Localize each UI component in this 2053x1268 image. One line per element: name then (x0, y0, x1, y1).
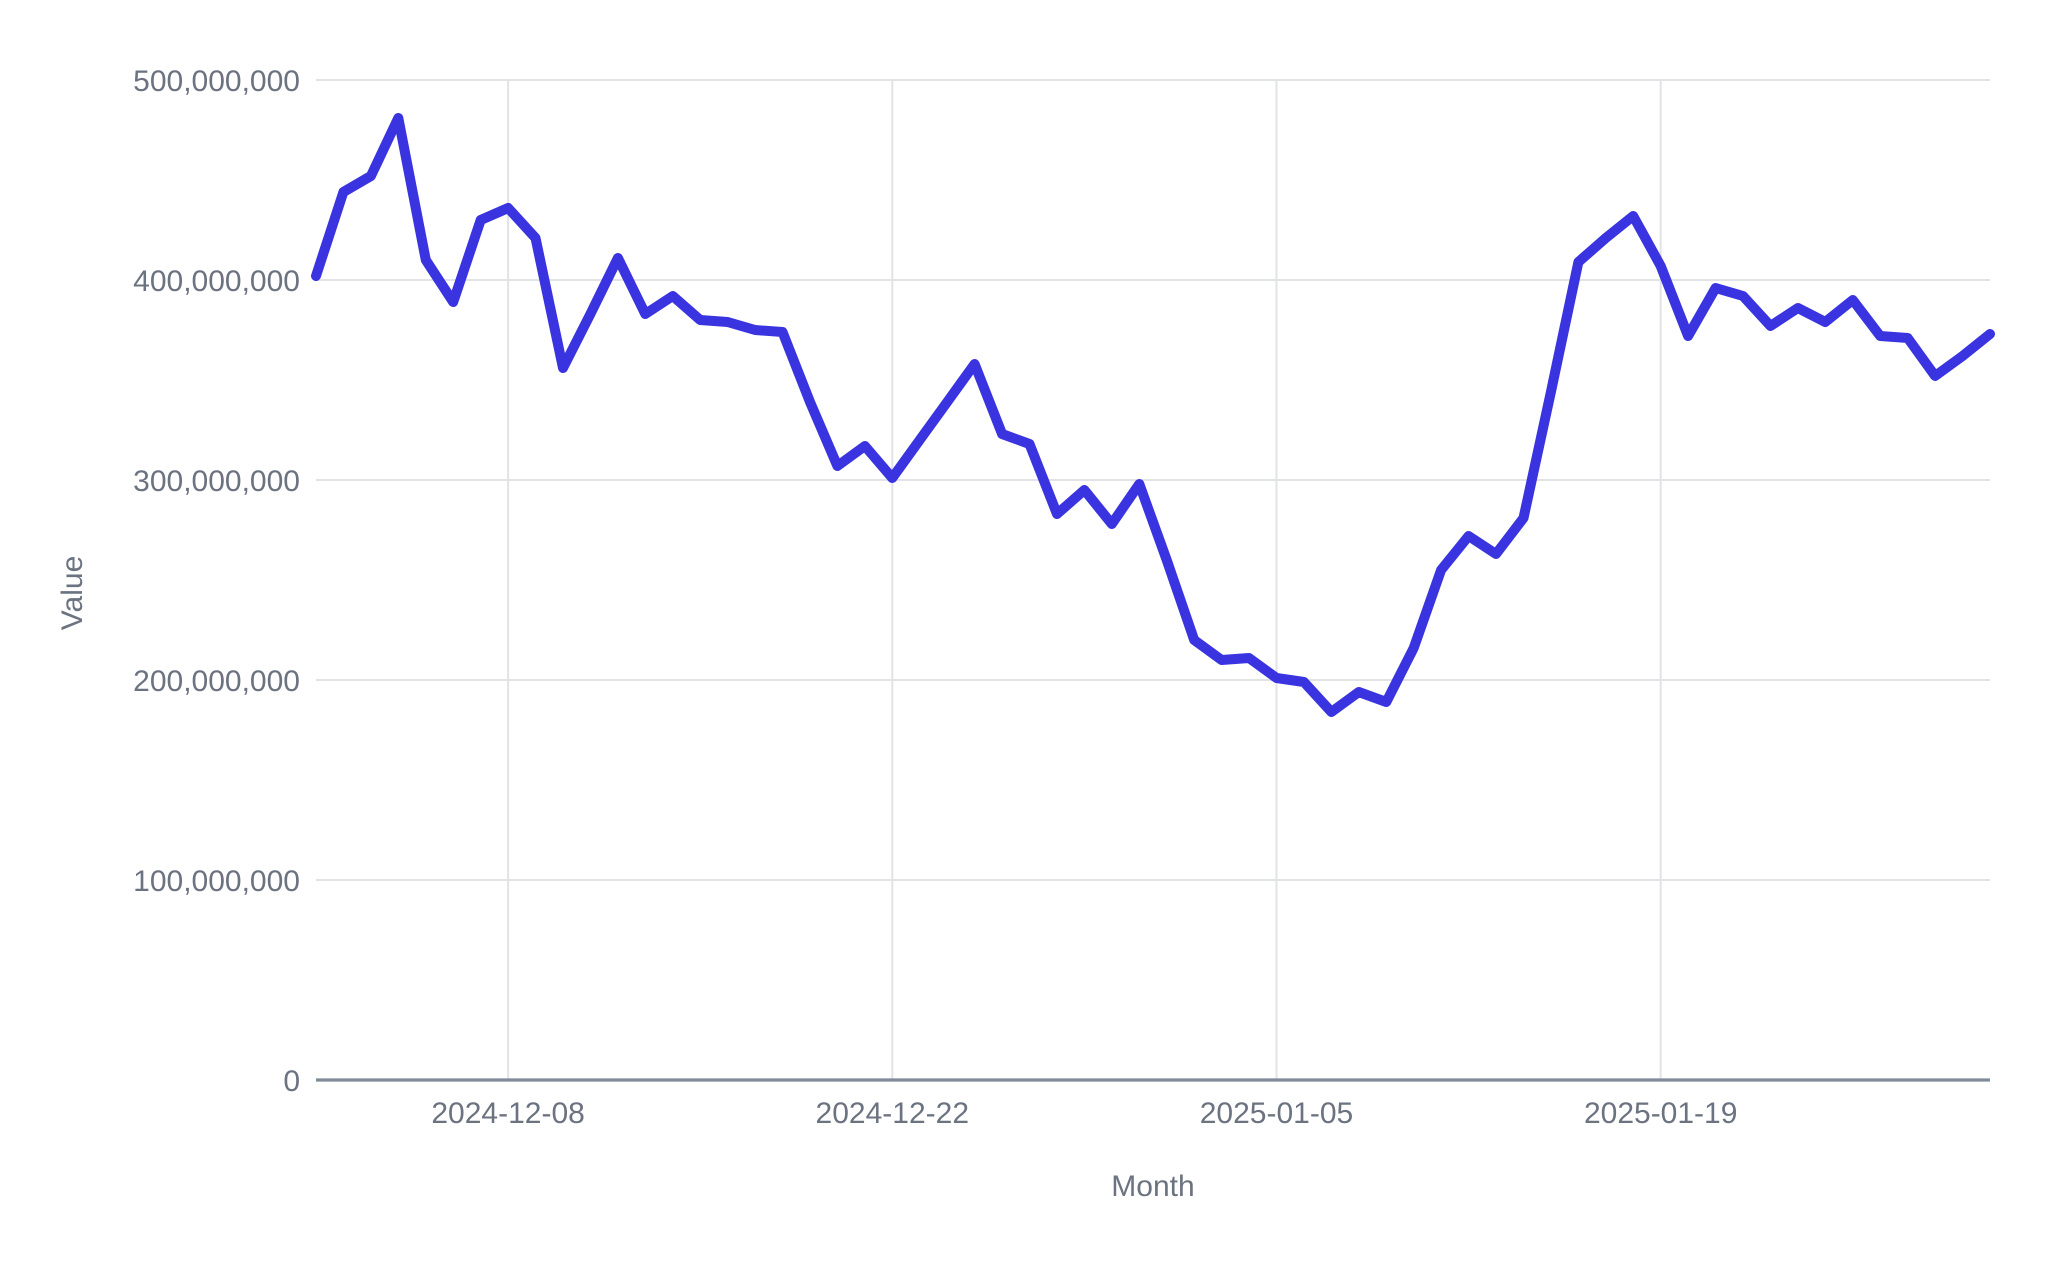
x-tick-label: 2025-01-05 (1200, 1097, 1353, 1130)
data-series-line (311, 113, 1995, 717)
y-axis-title: Value (56, 556, 89, 631)
x-axis-tick-labels: 2024-12-08 2024-12-22 2025-01-05 2025-01-19 (431, 1097, 1737, 1130)
y-tick-label: 100,000,000 (133, 865, 300, 898)
y-axis-tick-labels: 0 100,000,000 200,000,000 300,000,000 400,00… (133, 65, 300, 1098)
x-tick-label: 2024-12-08 (431, 1097, 584, 1130)
y-tick-label: 500,000,000 (133, 65, 300, 98)
y-tick-label: 400,000,000 (133, 265, 300, 298)
y-tick-label: 200,000,000 (133, 665, 300, 698)
y-tick-label: 0 (283, 1065, 300, 1098)
x-tick-label: 2024-12-22 (816, 1097, 969, 1130)
y-tick-label: 300,000,000 (133, 465, 300, 498)
horizontal-gridlines (316, 79, 1990, 881)
x-tick-label: 2025-01-19 (1584, 1097, 1737, 1130)
x-axis-title: Month (1111, 1170, 1194, 1203)
vertical-gridlines (507, 80, 1662, 1080)
